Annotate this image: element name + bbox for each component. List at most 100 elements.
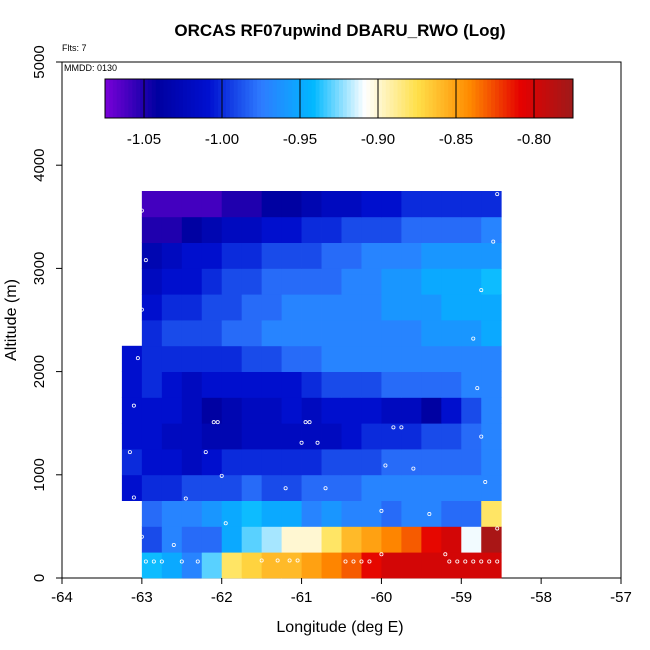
heatmap-cell bbox=[401, 191, 422, 218]
heatmap-cell bbox=[361, 526, 382, 553]
colorbar-segment bbox=[237, 79, 242, 118]
heatmap-cell bbox=[381, 397, 402, 424]
heatmap-cell bbox=[241, 268, 263, 295]
heatmap-cell bbox=[141, 449, 163, 476]
heatmap-cell bbox=[161, 526, 183, 553]
heatmap-cell bbox=[481, 345, 502, 372]
heatmap-cell bbox=[421, 345, 442, 372]
heatmap-cell bbox=[121, 397, 143, 424]
heatmap-cell bbox=[221, 294, 243, 321]
heatmap-cell bbox=[241, 500, 263, 527]
colorbar-segment bbox=[459, 79, 465, 118]
colorbar-segment bbox=[479, 79, 484, 118]
heatmap-cell bbox=[441, 294, 462, 321]
heatmap-cell bbox=[201, 474, 223, 501]
heatmap-cell bbox=[241, 552, 263, 579]
heatmap-cell bbox=[261, 500, 283, 527]
flight-point bbox=[471, 336, 476, 341]
heatmap-cell bbox=[301, 371, 322, 398]
heatmap-cell bbox=[341, 474, 362, 501]
heatmap-cell bbox=[161, 423, 183, 450]
heatmap-cell bbox=[201, 552, 223, 579]
x-tick-label: -62 bbox=[211, 589, 233, 606]
colorbar-segment bbox=[264, 79, 270, 118]
flight-point bbox=[479, 434, 484, 439]
flight-point bbox=[391, 425, 396, 430]
heatmap-cell bbox=[121, 345, 143, 372]
heatmap-cell bbox=[221, 500, 243, 527]
heatmap-cell bbox=[461, 423, 482, 450]
colorbar-segment bbox=[401, 79, 406, 118]
flight-point bbox=[139, 307, 144, 312]
heatmap-cell bbox=[341, 552, 362, 579]
heatmap-cell bbox=[321, 526, 342, 553]
heatmap-cell bbox=[241, 397, 263, 424]
heatmap-cell bbox=[161, 449, 183, 476]
colorbar-segment bbox=[319, 79, 324, 118]
flight-point bbox=[379, 508, 384, 513]
heatmap-cell bbox=[141, 371, 163, 398]
heatmap-cell bbox=[381, 552, 402, 579]
colorbar-segment bbox=[198, 79, 203, 118]
heatmap-cell bbox=[401, 449, 422, 476]
y-tick-label: 3000 bbox=[31, 252, 48, 285]
heatmap-cell bbox=[161, 500, 183, 527]
colorbar-segment bbox=[167, 79, 172, 118]
colorbar-segment bbox=[541, 79, 547, 118]
heatmap-cell bbox=[201, 242, 223, 269]
heatmap-cell bbox=[421, 242, 442, 269]
flight-point bbox=[463, 559, 468, 564]
heatmap-cell bbox=[241, 242, 263, 269]
heatmap-cell bbox=[381, 242, 402, 269]
heatmap-cell bbox=[241, 526, 263, 553]
heatmap-cell bbox=[241, 474, 263, 501]
heatmap-cell bbox=[181, 449, 203, 476]
heatmap-cell bbox=[201, 191, 223, 218]
heatmap-cell bbox=[201, 526, 223, 553]
heatmap-cell bbox=[181, 216, 203, 243]
heatmap-cell bbox=[221, 474, 243, 501]
heatmap-cell bbox=[241, 371, 263, 398]
heatmap-cell bbox=[241, 345, 263, 372]
heatmap-cell bbox=[441, 268, 462, 295]
heatmap-cell bbox=[381, 345, 402, 372]
colorbar-segment bbox=[249, 79, 254, 118]
colorbar-segment bbox=[537, 79, 543, 118]
colorbar-segment bbox=[186, 79, 192, 118]
colorbar-tick-label: -0.85 bbox=[439, 131, 473, 148]
flight-point bbox=[307, 420, 312, 425]
colorbar-segment bbox=[229, 79, 235, 118]
heatmap-cell bbox=[441, 397, 462, 424]
colorbar-segment bbox=[225, 79, 231, 118]
heatmap-cell bbox=[341, 216, 362, 243]
colorbar-segment bbox=[272, 79, 278, 118]
colorbar-segment bbox=[327, 79, 332, 118]
colorbar-segment bbox=[385, 79, 391, 118]
heatmap-cell bbox=[261, 216, 283, 243]
colorbar-segment bbox=[339, 79, 344, 118]
heatmap-cell bbox=[141, 423, 163, 450]
heatmap-cell bbox=[301, 320, 322, 347]
colorbar-segment bbox=[303, 79, 309, 118]
heatmap-cell bbox=[261, 552, 283, 579]
heatmap-cell bbox=[421, 191, 442, 218]
colorbar-segment bbox=[147, 79, 153, 118]
heatmap-cell bbox=[261, 294, 283, 321]
flight-point bbox=[495, 559, 500, 564]
flight-point bbox=[399, 425, 404, 430]
colorbar-segment bbox=[210, 79, 215, 118]
heatmap-cell bbox=[301, 242, 322, 269]
colorbar-segment bbox=[214, 79, 219, 118]
flight-point bbox=[275, 558, 280, 563]
heatmap-cell bbox=[481, 320, 502, 347]
flight-point bbox=[487, 559, 492, 564]
y-tick-label: 0 bbox=[31, 574, 48, 582]
heatmap-cell bbox=[161, 552, 183, 579]
heatmap-cell bbox=[181, 423, 203, 450]
flight-point bbox=[443, 552, 448, 557]
colorbar-tick-label: -0.90 bbox=[361, 131, 395, 148]
heatmap-cell bbox=[341, 526, 362, 553]
flight-point bbox=[183, 496, 188, 501]
colorbar-segment bbox=[323, 79, 328, 118]
flight-point bbox=[359, 559, 364, 564]
